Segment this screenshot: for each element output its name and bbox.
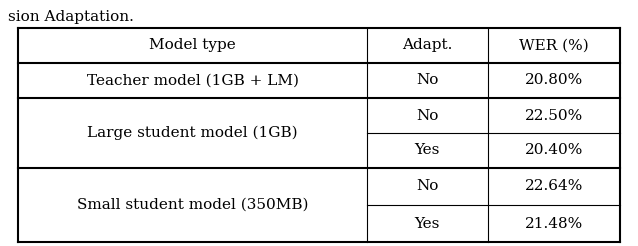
- Text: Yes: Yes: [415, 143, 440, 157]
- Text: 22.64%: 22.64%: [524, 180, 583, 194]
- Text: Small student model (350MB): Small student model (350MB): [77, 198, 308, 212]
- Text: Adapt.: Adapt.: [402, 39, 452, 52]
- Text: Yes: Yes: [415, 216, 440, 231]
- Text: 21.48%: 21.48%: [524, 216, 583, 231]
- Text: No: No: [416, 108, 438, 123]
- Text: 22.50%: 22.50%: [524, 108, 583, 123]
- Text: Model type: Model type: [149, 39, 236, 52]
- Text: No: No: [416, 180, 438, 194]
- Text: WER (%): WER (%): [519, 39, 589, 52]
- Text: sion Adaptation.: sion Adaptation.: [8, 10, 134, 24]
- Text: No: No: [416, 74, 438, 88]
- Text: 20.80%: 20.80%: [524, 74, 583, 88]
- Text: Teacher model (1GB + LM): Teacher model (1GB + LM): [87, 74, 299, 88]
- Text: 20.40%: 20.40%: [524, 143, 583, 157]
- Text: Large student model (1GB): Large student model (1GB): [87, 126, 298, 140]
